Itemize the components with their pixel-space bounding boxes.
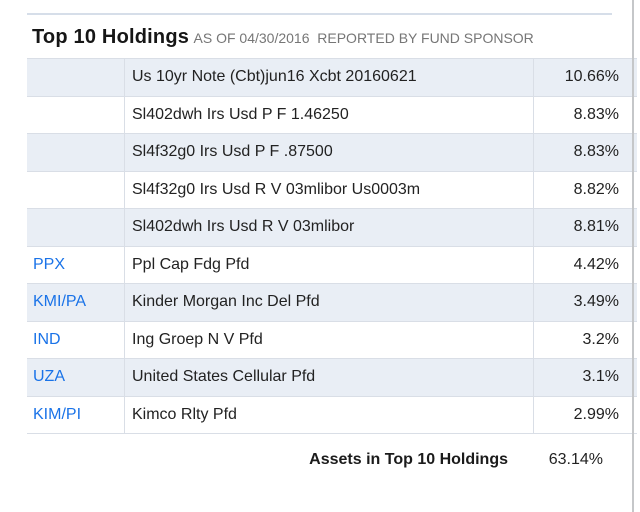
- holding-name: Ing Groep N V Pfd: [124, 320, 534, 359]
- widget-content: Top 10 Holdings AS OF 04/30/2016 REPORTE…: [27, 0, 637, 469]
- holding-weight: 2.99%: [533, 395, 637, 434]
- ticker-link-kmi-pa[interactable]: KMI/PA: [33, 293, 87, 311]
- ticker-cell: [27, 133, 125, 171]
- as-of-subtitle: AS OF 04/30/2016 REPORTED BY FUND SPONSO…: [193, 30, 534, 46]
- ticker-cell: PPX: [27, 245, 125, 284]
- table-row: KMI/PA Kinder Morgan Inc Del Pfd 3.49%: [27, 283, 637, 321]
- widget-header: Top 10 Holdings AS OF 04/30/2016 REPORTE…: [27, 15, 577, 58]
- holding-name: Sl402dwh Irs Usd R V 03mlibor: [124, 208, 534, 246]
- ticker-link-ppx[interactable]: PPX: [33, 255, 66, 273]
- holding-weight: 8.81%: [533, 208, 637, 246]
- table-row: Sl402dwh Irs Usd P F 1.46250 8.83%: [27, 95, 637, 134]
- holding-weight: 8.83%: [533, 95, 637, 134]
- holding-name: Kimco Rlty Pfd: [124, 395, 534, 434]
- ticker-cell: UZA: [27, 358, 125, 396]
- holding-name: Sl402dwh Irs Usd P F 1.46250: [124, 95, 534, 134]
- ticker-cell: KIM/PI: [27, 395, 125, 434]
- totals-value: 63.14%: [548, 451, 603, 468]
- holding-name: Sl4f32g0 Irs Usd P F .87500: [124, 133, 534, 171]
- ticker-link-ind[interactable]: IND: [33, 330, 61, 348]
- table-row: Sl402dwh Irs Usd R V 03mlibor 8.81%: [27, 208, 637, 246]
- table-row: IND Ing Groep N V Pfd 3.2%: [27, 320, 637, 359]
- holding-weight: 10.66%: [533, 58, 637, 96]
- table-row: Us 10yr Note (Cbt)jun16 Xcbt 20160621 10…: [27, 58, 637, 96]
- ticker-cell: IND: [27, 320, 125, 359]
- holding-weight: 3.2%: [533, 320, 637, 359]
- ticker-cell: KMI/PA: [27, 283, 125, 321]
- ticker-link-uza[interactable]: UZA: [33, 368, 65, 386]
- table-row: Sl4f32g0 Irs Usd R V 03mlibor Us0003m 8.…: [27, 170, 637, 209]
- totals-label: Assets in Top 10 Holdings: [309, 451, 508, 468]
- holdings-table: Us 10yr Note (Cbt)jun16 Xcbt 20160621 10…: [27, 58, 637, 434]
- ticker-cell: [27, 170, 125, 209]
- holding-weight: 3.1%: [533, 358, 637, 396]
- top-divider: [27, 13, 612, 15]
- ticker-link-kim-pi[interactable]: KIM/PI: [33, 405, 82, 423]
- holding-weight: 4.42%: [533, 245, 637, 284]
- holding-name: Sl4f32g0 Irs Usd R V 03mlibor Us0003m: [124, 170, 534, 209]
- ticker-cell: [27, 208, 125, 246]
- totals-row: Assets in Top 10 Holdings 63.14%: [27, 451, 620, 469]
- holding-name: Kinder Morgan Inc Del Pfd: [124, 283, 534, 321]
- table-row: PPX Ppl Cap Fdg Pfd 4.42%: [27, 245, 637, 284]
- table-row: UZA United States Cellular Pfd 3.1%: [27, 358, 637, 396]
- holding-weight: 3.49%: [533, 283, 637, 321]
- ticker-cell: [27, 58, 125, 96]
- table-row: KIM/PI Kimco Rlty Pfd 2.99%: [27, 395, 637, 434]
- table-row: Sl4f32g0 Irs Usd P F .87500 8.83%: [27, 133, 637, 171]
- right-border-line: [632, 0, 634, 512]
- ticker-cell: [27, 95, 125, 134]
- holding-name: United States Cellular Pfd: [124, 358, 534, 396]
- holding-weight: 8.83%: [533, 133, 637, 171]
- holding-name: Us 10yr Note (Cbt)jun16 Xcbt 20160621: [124, 58, 534, 96]
- page-title: Top 10 Holdings: [32, 26, 190, 48]
- holding-weight: 8.82%: [533, 170, 637, 209]
- holding-name: Ppl Cap Fdg Pfd: [124, 245, 534, 284]
